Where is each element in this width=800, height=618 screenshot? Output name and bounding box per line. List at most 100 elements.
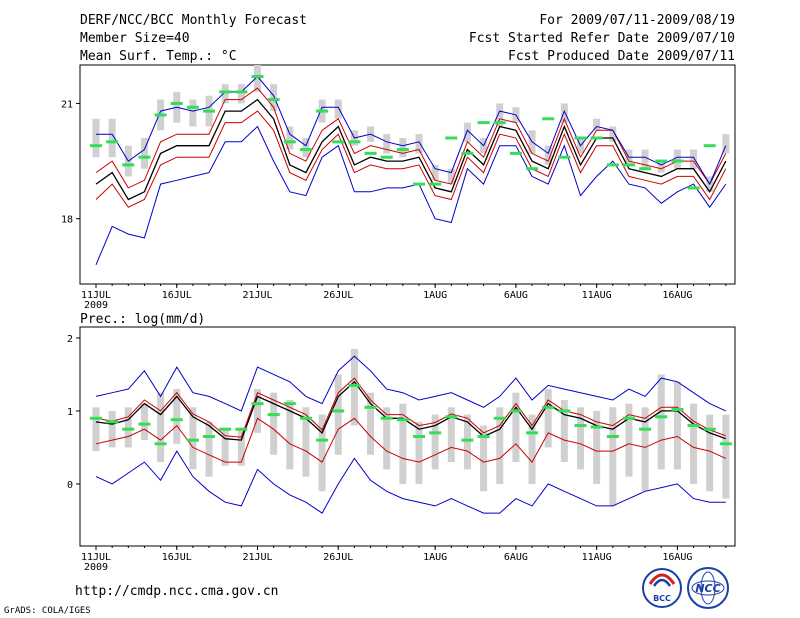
prec-spread-box <box>722 414 730 499</box>
temp-green-marker <box>251 75 264 79</box>
forecast-start-date: Fcst Started Refer Date 2009/07/10 <box>469 31 735 46</box>
temp-xtick-label: 11AUG <box>582 290 612 301</box>
temp-upper-blue-line <box>96 75 727 186</box>
prec-spread-box <box>593 410 601 484</box>
temp-spread-box <box>189 99 197 127</box>
prec-green-marker <box>348 383 361 387</box>
prec-green-marker <box>429 431 442 435</box>
temp-green-marker <box>90 144 102 148</box>
temp-spread-box <box>560 103 568 123</box>
member-size-label: Member Size=40 <box>80 31 190 46</box>
temp-green-marker <box>590 136 603 140</box>
temp-green-marker <box>235 90 248 94</box>
temp-green-marker <box>138 155 151 159</box>
temp-green-marker <box>558 155 571 159</box>
temp-xtick-label: 16JUL <box>162 290 192 301</box>
temp-spread-box <box>722 134 730 154</box>
temp-xtick-label: 1AUG <box>423 290 447 301</box>
temp-green-marker <box>364 151 377 155</box>
prec-green-marker <box>267 413 280 417</box>
prec-spread-box <box>286 400 294 470</box>
temp-green-marker <box>380 155 393 159</box>
prec-spread-box <box>302 407 310 477</box>
temp-spread-box <box>496 103 504 127</box>
temp-spread-box <box>641 149 649 169</box>
temp-green-marker <box>316 109 329 113</box>
prec-green-marker <box>719 442 732 446</box>
prec-green-marker <box>639 427 652 431</box>
temp-green-marker <box>445 136 458 140</box>
temp-spread-box <box>254 65 261 92</box>
temp-green-marker <box>170 101 183 105</box>
temp-green-marker <box>203 109 216 113</box>
prec-spread-box <box>528 414 536 484</box>
prec-green-marker <box>332 409 345 413</box>
temperature-plot: 18 21 11JUL 16JUL 21JUL 26JUL 1AUG 6AUG 11AUG 16A… <box>61 65 730 311</box>
temp-green-marker <box>267 98 280 102</box>
grads-credit: GrADS: COLA/IGES <box>4 606 91 616</box>
prec-spread-box <box>657 374 665 470</box>
prec-green-marker <box>461 438 474 442</box>
prec-xtick-label: 26JUL <box>323 552 353 563</box>
prec-green-marker <box>251 402 264 406</box>
temp-green-marker <box>186 105 199 109</box>
prec-spread-box <box>560 400 568 463</box>
prec-spread-box <box>140 403 148 441</box>
prec-xtick-label: 21JUL <box>242 552 272 563</box>
prec-green-marker <box>106 420 119 424</box>
temp-green-marker <box>509 151 522 155</box>
temp-green-marker <box>332 140 345 144</box>
ncc-logo: NCC <box>687 567 729 609</box>
temp-spread-box <box>286 126 294 150</box>
precipitation-plot: 0 1 2 11JUL 16JUL 21JUL 26JUL 1AUG 6AUG 11AUG 16AU… <box>67 334 732 573</box>
prec-spread-box <box>609 407 617 506</box>
temp-green-marker <box>606 163 619 167</box>
prec-xtick-label: 16AUG <box>662 552 692 563</box>
prec-spread-box <box>512 392 520 463</box>
temp-lower-blue-line <box>95 125 727 265</box>
prec-spread-box <box>496 407 504 484</box>
temp-green-marker <box>461 151 474 155</box>
prec-spread-box <box>318 414 326 492</box>
temp-spread-box <box>92 118 100 158</box>
prec-green-marker <box>526 431 539 435</box>
website-url[interactable]: http://cmdp.ncc.cma.gov.cn <box>75 584 279 599</box>
temp-ensemble-mean-line <box>95 98 727 201</box>
prec-green-marker <box>380 416 393 420</box>
temp-green-marker <box>429 182 442 186</box>
prec-spread-box <box>625 403 633 477</box>
prec-xtick-label: 16JUL <box>162 552 192 563</box>
prec-green-marker <box>413 435 425 438</box>
temp-green-marker <box>687 186 700 190</box>
temp-spread-box <box>399 138 407 158</box>
prec-green-marker <box>703 427 716 431</box>
prec-green-marker <box>671 407 684 411</box>
temp-green-marker <box>493 121 506 125</box>
temp-green-marker <box>639 167 652 171</box>
prec-spread-box <box>205 421 213 477</box>
temp-green-marker <box>106 140 119 144</box>
prec-spread-box <box>431 414 439 470</box>
prec-spread-box <box>334 374 342 455</box>
prec-xtick-label: 11JUL <box>81 552 111 563</box>
prec-xtick-label: 6AUG <box>504 552 528 563</box>
prec-ytick-label: 0 <box>67 480 73 491</box>
temp-xtick-label: 6AUG <box>504 290 528 301</box>
prec-green-marker <box>283 402 296 406</box>
temp-spread-box <box>140 138 148 169</box>
prec-green-marker <box>558 409 571 413</box>
prec-spread-box <box>706 414 714 492</box>
prec-lower-blue-line <box>95 450 726 514</box>
temp-spread-box <box>108 118 116 158</box>
prec-green-marker <box>542 405 555 409</box>
prec-xtick-label: 11AUG <box>582 552 612 563</box>
temp-xtick-label: 26JUL <box>323 290 353 301</box>
precipitation-label: Prec.: log(mm/d) <box>80 312 205 327</box>
temp-spread-box <box>673 149 681 169</box>
prec-spread-box <box>367 392 375 455</box>
prec-spread-box <box>92 407 100 452</box>
prec-ensemble-mean-line <box>95 380 727 441</box>
prec-spread-box <box>383 407 391 470</box>
prec-green-marker <box>655 415 668 419</box>
prec-green-marker <box>396 418 409 422</box>
